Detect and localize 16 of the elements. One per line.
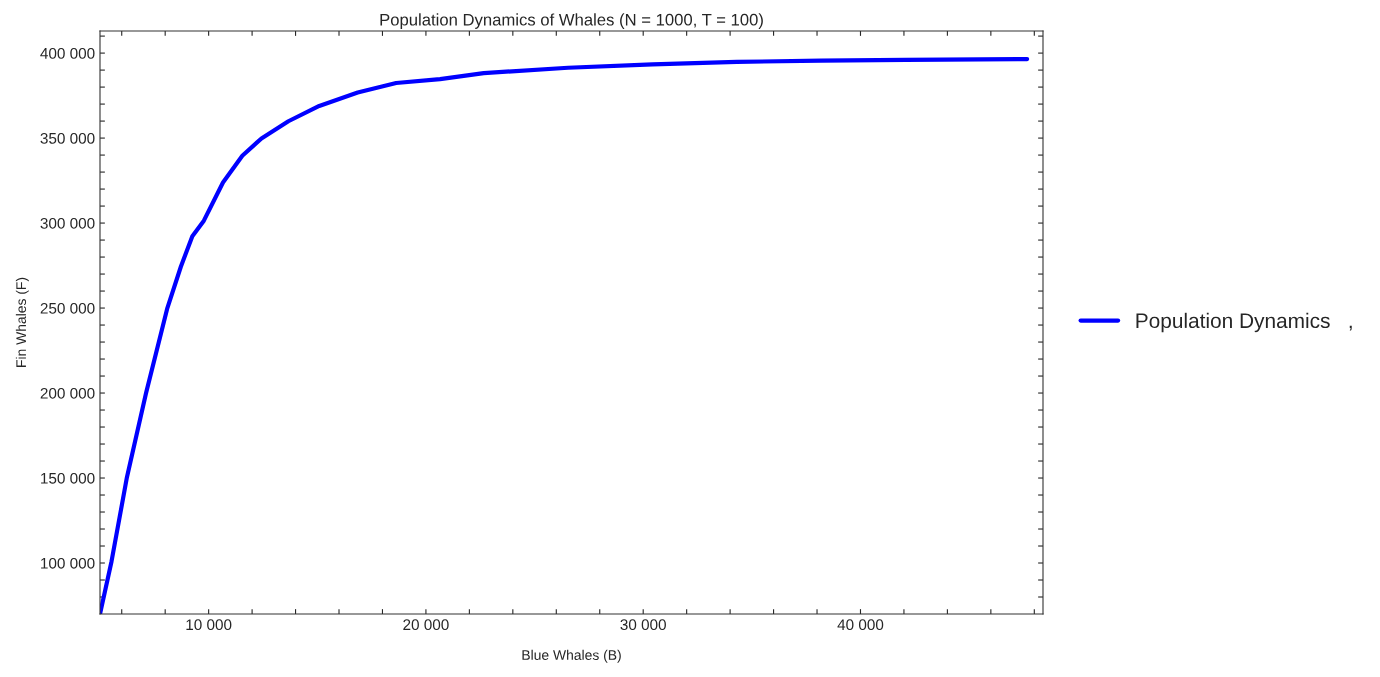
x-tick-label: 20 000	[403, 619, 449, 631]
x-tick-label: 30 000	[620, 619, 666, 631]
y-axis-title: Fin Whales (F)	[15, 277, 29, 367]
x-axis-title: Blue Whales (B)	[522, 649, 621, 663]
y-tick-label: 100 000	[41, 557, 95, 569]
y-tick-label: 350 000	[40, 132, 95, 144]
x-tick-label: 10 000	[186, 619, 232, 631]
y-tick-label: 250 000	[40, 302, 95, 314]
line-series	[100, 56, 1030, 614]
legend-label: Population Dynamics ,	[1136, 312, 1352, 333]
y-tick-label: 200 000	[40, 387, 95, 399]
chart-title: Population Dynamics of Whales (N = 1000, T = 100)	[380, 13, 763, 29]
y-tick-label: 150 000	[41, 472, 95, 484]
y-tick-label: 400 000	[40, 47, 95, 59]
x-tick-label: 40 000	[837, 619, 884, 631]
y-tick-label: 300 000	[40, 217, 95, 229]
